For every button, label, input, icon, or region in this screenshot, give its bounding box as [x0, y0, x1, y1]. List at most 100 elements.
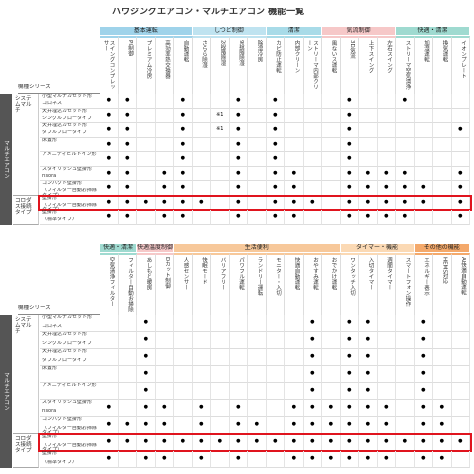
cell — [322, 152, 341, 167]
column-header: PI制御 — [118, 36, 137, 94]
cell: ● — [174, 137, 193, 152]
cell: ● — [137, 451, 156, 468]
cell — [396, 366, 415, 383]
cell — [248, 332, 267, 349]
cell — [303, 166, 322, 181]
row-detail: risora — [40, 409, 100, 417]
cell: ● — [451, 123, 470, 138]
cell — [137, 152, 156, 167]
cell: ● — [414, 400, 433, 417]
cell — [322, 210, 341, 225]
cell — [396, 315, 415, 332]
cell: ● — [396, 181, 415, 196]
cell — [137, 166, 156, 181]
cell — [248, 166, 267, 181]
cell: ● — [340, 400, 359, 417]
column-header: 週間タイマー — [377, 253, 396, 315]
cell: ● — [229, 94, 248, 109]
row-detail: シングルフロータイプ — [40, 341, 100, 349]
cell: ● — [266, 210, 285, 225]
cell — [396, 108, 415, 123]
column-header: あしもと暖房 — [137, 253, 156, 315]
cell — [118, 383, 137, 400]
cell — [396, 417, 415, 434]
cell: ● — [229, 400, 248, 417]
cell — [433, 108, 452, 123]
cell — [414, 108, 433, 123]
column-header: カビ防止運転 — [266, 36, 285, 94]
cell — [396, 332, 415, 349]
cell: ● — [340, 210, 359, 225]
cell: ● — [359, 451, 378, 468]
cell: ● — [340, 366, 359, 383]
cell: ● — [100, 451, 119, 468]
cell — [359, 108, 378, 123]
title: ハウジングエアコン・マルチエアコン 機能一覧 — [112, 8, 305, 17]
cell: ● — [285, 210, 304, 225]
cell — [377, 383, 396, 400]
cell — [285, 349, 304, 366]
cell: ● — [359, 417, 378, 434]
cell — [211, 137, 230, 152]
row-name: 床置形 — [40, 138, 100, 152]
cell — [229, 383, 248, 400]
cell: ● — [340, 152, 359, 167]
group-header: タイマー・機能 — [340, 244, 414, 252]
row-detail: コロネス — [40, 101, 100, 109]
cell: ● — [174, 123, 193, 138]
cell: ● — [137, 349, 156, 366]
cell: ● — [359, 332, 378, 349]
group-header: しつど制御 — [192, 27, 266, 35]
cell: ● — [414, 417, 433, 434]
column-header: 9段階除湿 — [229, 36, 248, 94]
cell — [322, 181, 341, 196]
cell: ● — [192, 400, 211, 417]
cell: ● — [229, 152, 248, 167]
cell: ● — [266, 94, 285, 109]
cell: ● — [229, 123, 248, 138]
cell — [155, 332, 174, 349]
cell: ● — [155, 417, 174, 434]
cell — [174, 332, 193, 349]
cell: ● — [359, 400, 378, 417]
cell: ● — [340, 137, 359, 152]
group-header: 清潔 — [266, 27, 321, 35]
cell: ● — [118, 123, 137, 138]
cell — [118, 366, 137, 383]
cell — [359, 137, 378, 152]
cell: ● — [285, 181, 304, 196]
cell: ● — [359, 166, 378, 181]
cell: ● — [285, 451, 304, 468]
category-label: システムマルチ — [13, 315, 39, 434]
cell — [322, 108, 341, 123]
cell: ● — [100, 94, 119, 109]
cell: ● — [137, 332, 156, 349]
cell: ● — [137, 366, 156, 383]
cell: ● — [118, 166, 137, 181]
cell — [266, 366, 285, 383]
row-name: 天井埋込カセット形 — [42, 332, 88, 337]
cell: ● — [377, 166, 396, 181]
highlight-box — [38, 194, 472, 211]
cell — [155, 349, 174, 366]
cell: ● — [303, 349, 322, 366]
cell: ● — [340, 349, 359, 366]
cell — [433, 94, 452, 109]
cell — [248, 366, 267, 383]
column-header: プレミアム冷房 — [137, 36, 156, 94]
cell: ● — [340, 166, 359, 181]
column-header: 空気清浄フィルター — [100, 253, 119, 315]
cell: ● — [137, 400, 156, 417]
cell — [359, 123, 378, 138]
cell — [155, 315, 174, 332]
column-header: フィルター自動お掃除 — [118, 253, 137, 315]
cell — [303, 123, 322, 138]
cell: ● — [303, 315, 322, 332]
cell: ● — [414, 181, 433, 196]
cell: ● — [451, 181, 470, 196]
cell — [451, 400, 470, 417]
cell — [359, 152, 378, 167]
column-header: Dカット制御 — [155, 253, 174, 315]
column-header: 左右スイング — [377, 36, 396, 94]
cell — [211, 210, 230, 225]
